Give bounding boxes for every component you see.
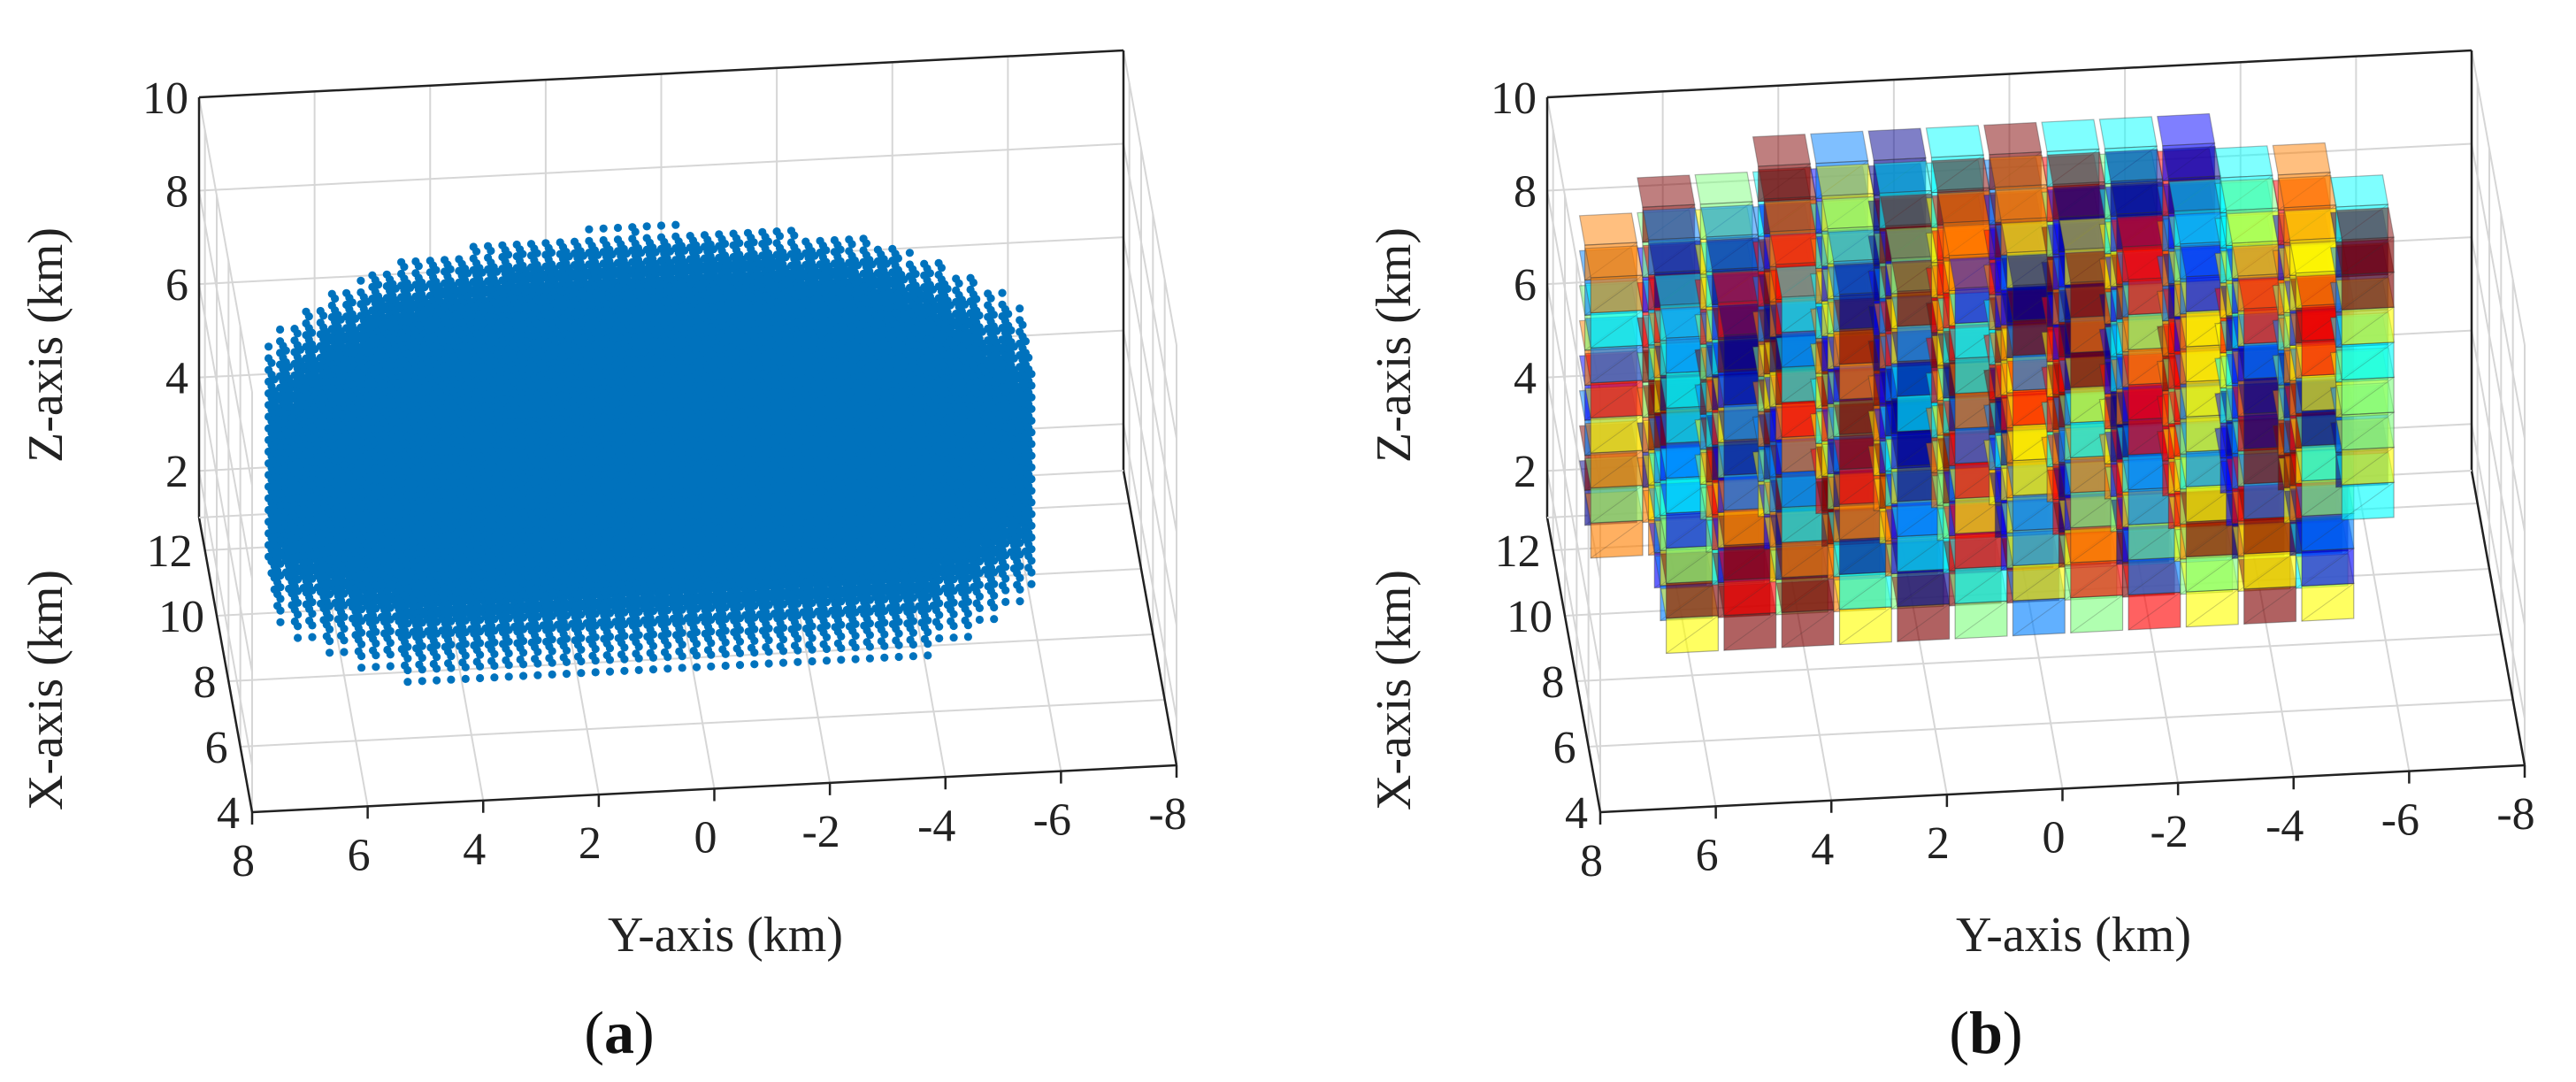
x-tick-label: 8 <box>1541 657 1564 708</box>
grid-line <box>2472 237 2525 532</box>
caption-b: (b) <box>1949 999 2022 1066</box>
y-tick-label: -2 <box>2150 807 2188 857</box>
scatter-points <box>264 221 1036 687</box>
x-tick-label: 10 <box>158 592 204 642</box>
voxel-top <box>1932 158 1990 190</box>
y-tick-label: 2 <box>1927 818 1950 869</box>
x-tick-label: 12 <box>1495 526 1541 577</box>
voxel-top <box>2048 152 2105 184</box>
panel-a: 8 6 4 2 0 -2 -4 -6 -8 4 6 8 10 12 2 4 6 8 10 Y-axis (km) Z-a… <box>19 50 1187 963</box>
grid-line <box>199 191 252 486</box>
y-tick-label: 2 <box>579 818 602 869</box>
z-tick-label: 8 <box>165 167 188 218</box>
voxel-columns <box>1580 114 2395 654</box>
panel-b: 8 6 4 2 0 -2 -4 -6 -8 4 6 8 10 12 2 4 6 8 10 Y-axis (km) Z-a… <box>1367 50 2535 963</box>
z-tick-label: 4 <box>1514 354 1537 404</box>
z-axis-title: Z-axis (km) <box>19 227 73 463</box>
x-tick-label: 4 <box>1565 788 1588 839</box>
z-tick-label: 6 <box>1514 260 1537 311</box>
voxel-top <box>1644 208 1701 240</box>
voxel-top <box>1695 173 1752 204</box>
y-tick-label: 8 <box>1580 836 1603 886</box>
grid-line <box>1123 331 1177 625</box>
grid-line <box>1589 700 2513 747</box>
y-tick-label: 6 <box>348 830 371 880</box>
y-tick-label: -8 <box>1148 789 1186 840</box>
y-tick-label: -4 <box>917 801 955 851</box>
voxel-top <box>1868 128 1926 160</box>
z-tick-label: 8 <box>1514 167 1537 218</box>
grid-line <box>2356 477 2409 771</box>
voxel-top <box>1759 167 1816 199</box>
y-axis-title: Y-axis (km) <box>608 908 843 963</box>
voxel-top <box>1811 131 1868 163</box>
voxel-top <box>1637 175 1695 207</box>
y-tick-label: -4 <box>2266 801 2304 851</box>
grid-line <box>2472 331 2525 625</box>
grid-line <box>199 284 252 579</box>
y-tick-label: -2 <box>801 807 840 857</box>
grid-line <box>2472 424 2525 718</box>
x-tick-label: 6 <box>205 723 228 773</box>
z-tick-label: 10 <box>142 73 188 124</box>
z-axis-title: Z-axis (km) <box>1367 227 1422 463</box>
grid-line <box>1123 424 1177 718</box>
x-axis-title: X-axis (km) <box>19 570 73 810</box>
y-tick-label: -8 <box>2496 789 2534 840</box>
voxel-top <box>2215 146 2273 178</box>
x-tick-label: 12 <box>147 526 193 577</box>
voxel-top <box>1874 161 1932 193</box>
y-tick-label: 0 <box>694 813 717 863</box>
voxel-top <box>1817 164 1874 196</box>
figure: 8 6 4 2 0 -2 -4 -6 -8 4 6 8 10 12 2 4 6 8 10 Y-axis (km) Z-a… <box>0 0 2576 1082</box>
y-tick-label: 4 <box>463 825 486 875</box>
voxel-top <box>1585 246 1643 278</box>
voxel-top <box>1990 155 2047 187</box>
voxel-top <box>2042 119 2099 151</box>
x-tick-label: 6 <box>1553 723 1576 773</box>
grid-line <box>1123 144 1177 439</box>
voxel-top <box>2336 208 2394 240</box>
grid-line <box>1123 50 1177 345</box>
voxel-top <box>2273 143 2330 175</box>
x-tick-label: 4 <box>217 788 240 839</box>
z-tick-label: 2 <box>1514 447 1537 497</box>
voxel-top <box>2221 179 2279 211</box>
grid-line <box>2472 144 2525 439</box>
voxel-top <box>1984 122 2042 154</box>
grid-line <box>1123 237 1177 532</box>
x-tick-label: 10 <box>1506 592 1552 642</box>
y-axis-title: Y-axis (km) <box>1956 908 2191 963</box>
z-tick-label: 2 <box>165 447 188 497</box>
voxel-top <box>2163 147 2220 179</box>
y-tick-label: -6 <box>1033 795 1071 846</box>
z-tick-label: 4 <box>165 354 188 404</box>
grid-line <box>199 97 252 392</box>
grid-line <box>2472 50 2525 345</box>
voxel-top <box>1580 213 1637 245</box>
grid-line <box>241 700 1165 747</box>
y-tick-label: 0 <box>2043 813 2066 863</box>
caption-a: (a) <box>584 999 654 1066</box>
voxel-top <box>2331 175 2388 207</box>
voxel-top <box>1701 205 1759 237</box>
y-tick-label: 8 <box>232 836 255 886</box>
voxel-top <box>1753 134 1811 166</box>
grid-line <box>199 378 252 672</box>
voxel-top <box>2105 150 2163 181</box>
axis-edge <box>2472 471 2525 765</box>
x-axis-title: X-axis (km) <box>1367 570 1422 810</box>
voxel-top <box>2099 117 2157 149</box>
z-tick-label: 10 <box>1491 73 1537 124</box>
voxel-top <box>1926 126 1983 157</box>
x-tick-label: 8 <box>193 657 216 708</box>
axis-edge <box>1123 471 1177 765</box>
y-tick-label: 4 <box>1811 825 1834 875</box>
y-tick-label: -6 <box>2381 795 2419 846</box>
voxel-top <box>2279 176 2336 208</box>
z-tick-label: 6 <box>165 260 188 311</box>
voxel-top <box>2158 114 2215 146</box>
y-tick-label: 6 <box>1696 830 1719 880</box>
